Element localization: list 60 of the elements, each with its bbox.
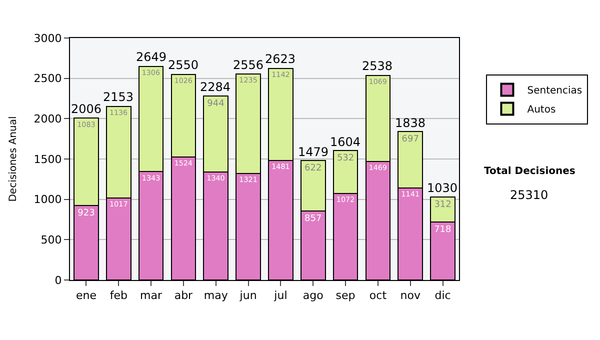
- y-tick-label: 1000: [34, 193, 62, 206]
- data-label: 532: [336, 154, 354, 164]
- data-label: 1142: [272, 70, 290, 80]
- data-label: 1524: [174, 158, 193, 168]
- total-label: 2153: [103, 90, 134, 104]
- total-label: 1479: [298, 145, 329, 159]
- total-label: 1030: [427, 181, 458, 195]
- x-tick-label: ene: [76, 289, 97, 302]
- data-label: 622: [304, 164, 322, 174]
- data-label: 1235: [239, 75, 258, 84]
- x-tick-label: sep: [336, 289, 356, 302]
- legend-label: Sentencias: [527, 86, 582, 97]
- data-label: 1141: [401, 190, 420, 199]
- data-label: 1069: [368, 76, 388, 86]
- text: 25310: [510, 188, 548, 202]
- data-label: 1340: [206, 173, 226, 182]
- data-label: 923: [78, 208, 95, 219]
- x-tick-label: feb: [110, 289, 128, 302]
- data-label: 1343: [142, 173, 160, 182]
- x-tick-label: mar: [140, 289, 163, 302]
- y-tick-label: 0: [54, 274, 62, 287]
- total-label: 2556: [233, 58, 264, 72]
- x-tick-label: jul: [273, 289, 288, 302]
- data-label: 1072: [336, 195, 355, 204]
- data-label: 1083: [77, 120, 96, 129]
- data-label: 1321: [239, 175, 258, 184]
- y-tick-label: 1500: [34, 152, 62, 166]
- total-label: 2284: [200, 80, 231, 94]
- total-label: 1604: [330, 135, 361, 149]
- x-tick-label: abr: [174, 289, 194, 302]
- data-label: 1136: [109, 108, 128, 117]
- y-tick-label: 2500: [34, 72, 62, 86]
- data-label: 1017: [109, 200, 128, 209]
- total-label: 2649: [136, 50, 167, 64]
- legend-label: Autos: [527, 104, 556, 116]
- data-label: 1026: [174, 76, 193, 85]
- y-tick-label: 3000: [34, 32, 62, 45]
- total-label: 2550: [168, 58, 199, 72]
- total-label: 2623: [265, 52, 296, 66]
- x-tick-label: jun: [238, 289, 257, 302]
- y-axis-title: Decisiones Anual: [8, 116, 19, 202]
- x-tick-label: dic: [434, 289, 451, 302]
- x-tick-label: ago: [302, 289, 324, 302]
- total-label: 1838: [395, 116, 426, 130]
- total-label: 2006: [71, 102, 102, 116]
- text: Total Decisiones: [484, 166, 576, 177]
- data-label: 1469: [368, 163, 388, 172]
- data-label: 697: [402, 134, 419, 145]
- y-tick-label: 500: [40, 234, 62, 247]
- data-label: 1306: [142, 68, 160, 77]
- data-label: 312: [434, 200, 452, 210]
- data-label: 1481: [272, 162, 290, 172]
- x-tick-label: nov: [400, 289, 421, 302]
- data-label: 718: [434, 225, 452, 236]
- data-label: 944: [207, 98, 225, 109]
- x-tick-label: may: [204, 289, 228, 302]
- total-label: 2538: [362, 59, 393, 73]
- data-label: 857: [304, 214, 322, 224]
- x-tick-label: oct: [369, 289, 388, 302]
- y-tick-label: 2000: [34, 112, 62, 126]
